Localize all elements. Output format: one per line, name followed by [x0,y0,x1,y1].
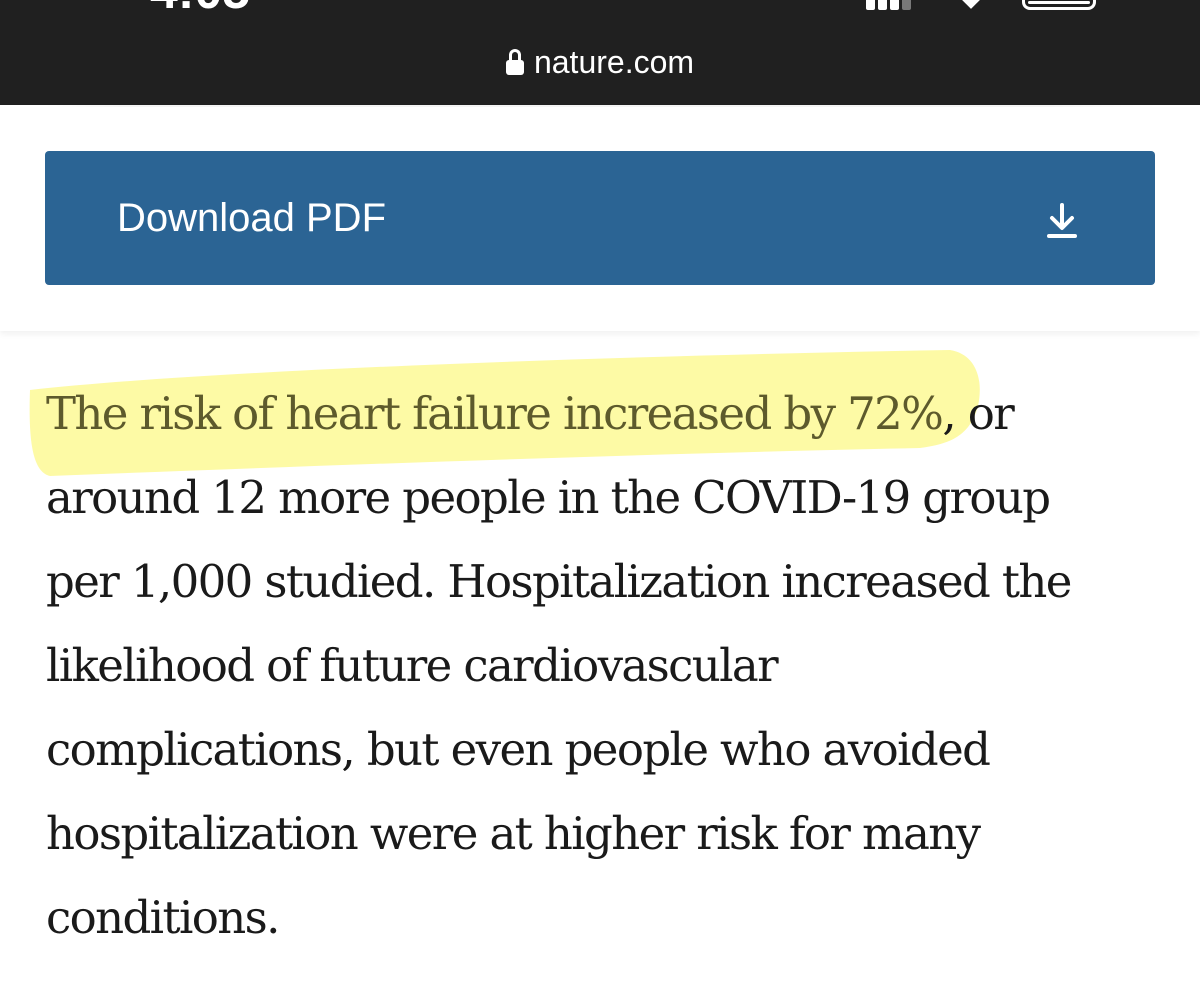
highlighter-mark [29,350,980,476]
address-url: nature.com [533,44,695,80]
download-pdf-button[interactable]: Download PDF [45,151,1155,285]
article-line-7: conditions. [46,891,280,944]
article-line-4: likelihood of future cardiovascular [46,639,779,692]
status-time: 4:05 [150,0,250,16]
article-line-3: per 1,000 studied. Hospitalization incre… [46,555,1072,608]
download-pdf-label: Download PDF [117,196,387,240]
wifi-icon [964,0,978,10]
battery-icon [1022,0,1096,10]
address-bar[interactable]: nature.com [0,44,1200,80]
lock-icon [505,49,524,75]
browser-top-bar: 4:05 nature.com [0,0,1200,105]
article-line-6: hospitalization were at higher risk for … [46,807,981,860]
download-icon [1047,203,1077,238]
cellular-signal-icon [866,0,911,10]
highlighted-text: The risk of heart failure increased by 7… [46,387,944,440]
article-line-2: around 12 more people in the COVID-19 gr… [46,471,1051,524]
article-body: The risk of heart failure increased by 7… [46,372,1166,960]
obscured-text-edge [46,105,1156,107]
article-line-1-rest: , or [942,387,1014,440]
article-line-1: The risk of heart failure increased by 7… [46,372,1166,456]
article-line-5: complications, but even people who avoid… [46,723,991,776]
download-panel: Download PDF [0,105,1200,331]
